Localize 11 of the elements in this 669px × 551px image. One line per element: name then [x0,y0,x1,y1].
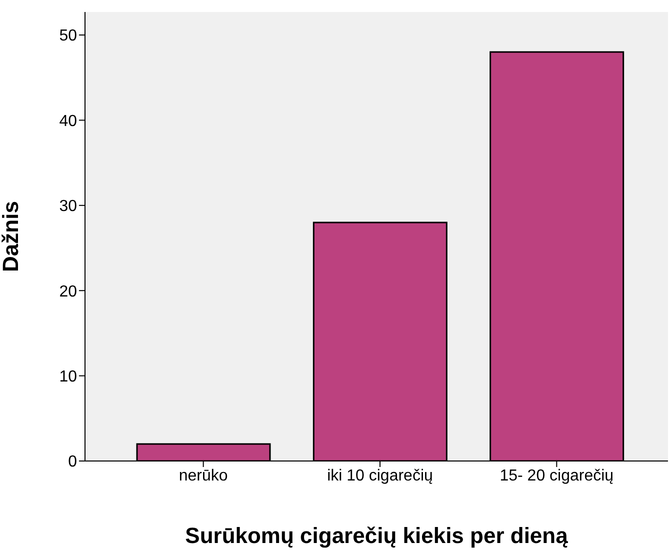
x-axis-title: Surūkomų cigarečių kiekis per dieną [185,523,569,548]
x-tick-label: 15- 20 cigarečių [500,467,614,484]
x-tick-label: nerūko [178,467,228,484]
y-tick-label: 10 [59,368,78,386]
x-tick-label: iki 10 cigarečių [327,467,434,484]
y-axis-title: Dažnis [0,201,23,272]
y-tick-label: 50 [59,28,78,45]
y-tick-label: 30 [59,198,78,216]
y-tick-label: 20 [59,283,78,300]
y-tick-label: 40 [59,112,78,130]
y-tick-label: 0 [68,454,78,471]
